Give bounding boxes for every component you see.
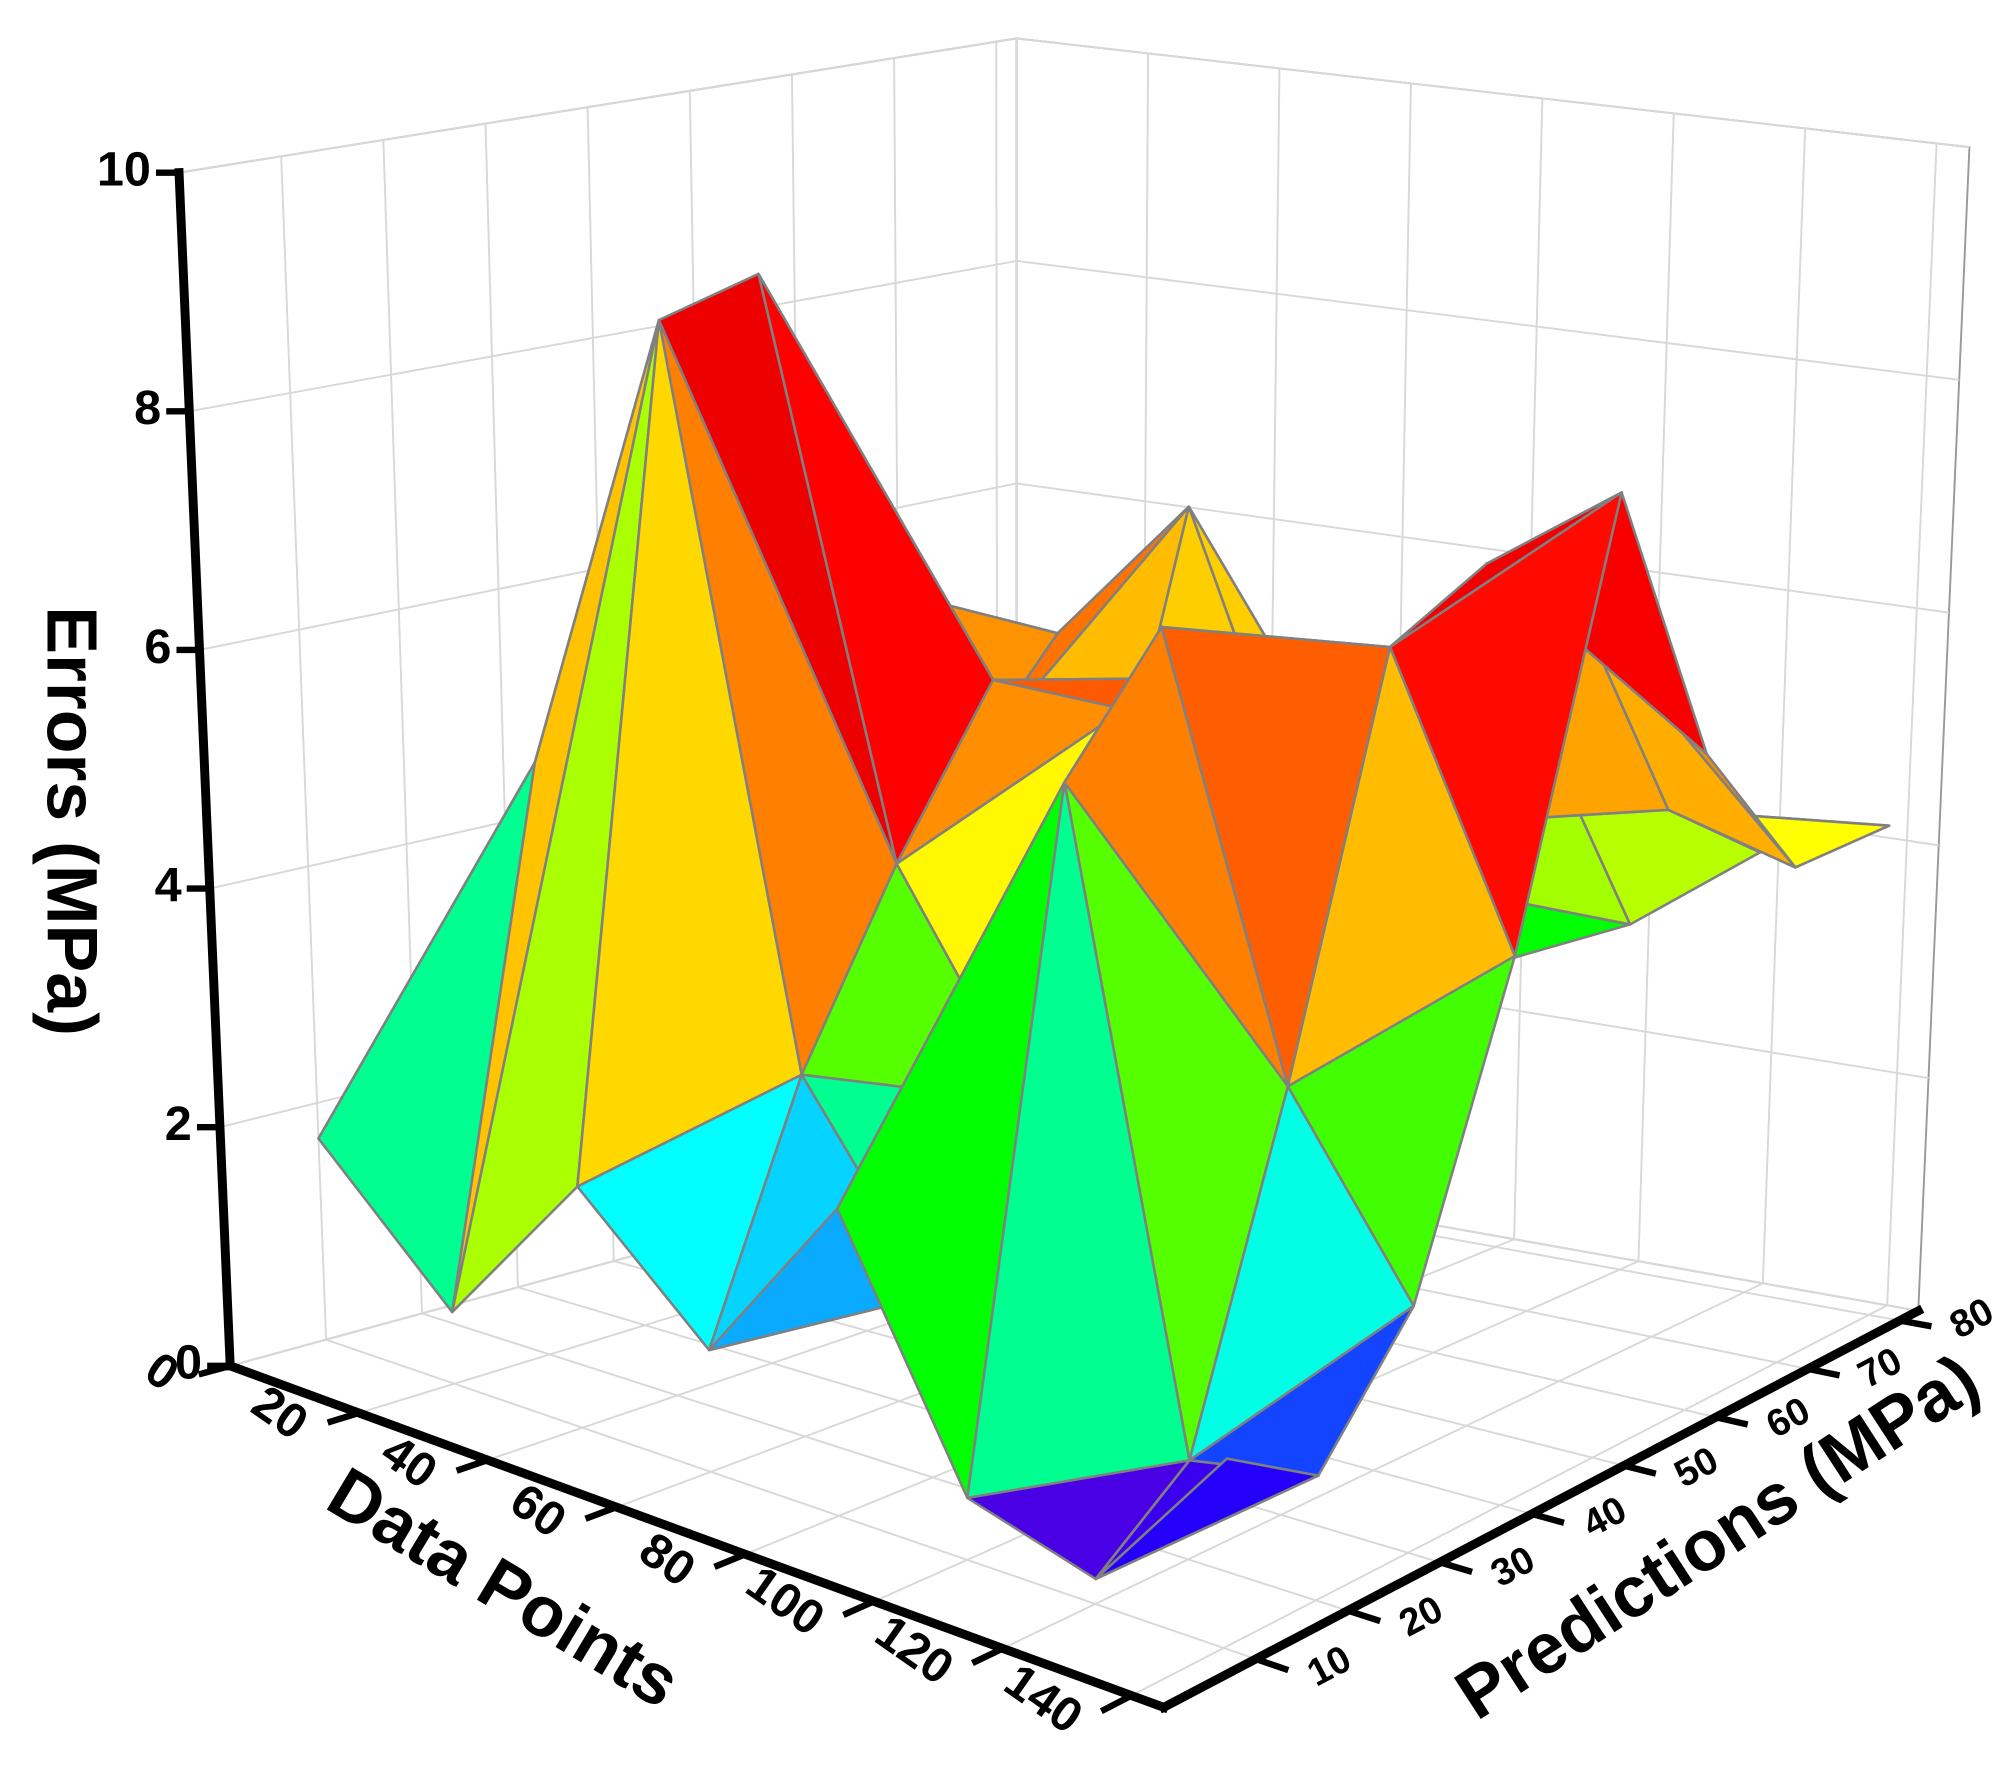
grid-line: [1016, 37, 1970, 149]
y-tick: [1346, 1607, 1382, 1625]
x-tick: [713, 1551, 747, 1570]
surface: [317, 272, 1891, 1581]
y-tick: [1530, 1510, 1565, 1526]
y-tick: [1807, 1365, 1841, 1379]
grid-line: [1761, 128, 1807, 1284]
grid-line: [1002, 1282, 1764, 1650]
z-axis: [174, 168, 235, 1371]
grid-line: [1016, 259, 1960, 381]
y-tick: [1715, 1414, 1749, 1428]
y-tick-label: 20: [1392, 1587, 1450, 1645]
y-tick: [1899, 1317, 1933, 1330]
y-tick-label: 10: [1300, 1637, 1358, 1695]
x-tick: [455, 1457, 489, 1474]
x-tick: [1099, 1692, 1134, 1714]
x-tick: [842, 1598, 876, 1618]
grid-line: [1886, 143, 1938, 1306]
z-tick-label: 0: [175, 1336, 202, 1390]
z-tick-label: 2: [165, 1097, 192, 1151]
x-tick: [584, 1504, 618, 1522]
y-tick: [1438, 1559, 1473, 1575]
surface-facet: [1094, 1457, 1320, 1581]
grid-line: [280, 156, 328, 1340]
y-tick: [1623, 1462, 1657, 1477]
y-tick-label: 30: [1484, 1538, 1542, 1596]
grid-line: [178, 37, 1017, 174]
z-tick-label: 10: [97, 143, 151, 197]
x-tick: [326, 1409, 360, 1426]
grid-line: [189, 260, 1017, 413]
z-tick-label: 8: [134, 381, 161, 435]
z-tick-label: 4: [155, 858, 182, 912]
z-axis-title: Errors (MPa): [32, 606, 112, 1036]
x-tick: [197, 1362, 232, 1378]
x-axis: [224, 1360, 1170, 1714]
y-tick-label: 50: [1667, 1438, 1725, 1496]
y-tick-label: 80: [1943, 1289, 1995, 1347]
z-tick-label: 6: [144, 620, 171, 674]
x-tick: [971, 1645, 1005, 1666]
grid-line: [1131, 1304, 1888, 1697]
grid-line: [325, 1338, 1257, 1660]
grid-line: [1016, 482, 1950, 614]
grid-line: [421, 1312, 1349, 1612]
y-axis: [1157, 1304, 1925, 1714]
y-tick: [1254, 1655, 1290, 1674]
y-tick-label: 40: [1576, 1488, 1634, 1546]
